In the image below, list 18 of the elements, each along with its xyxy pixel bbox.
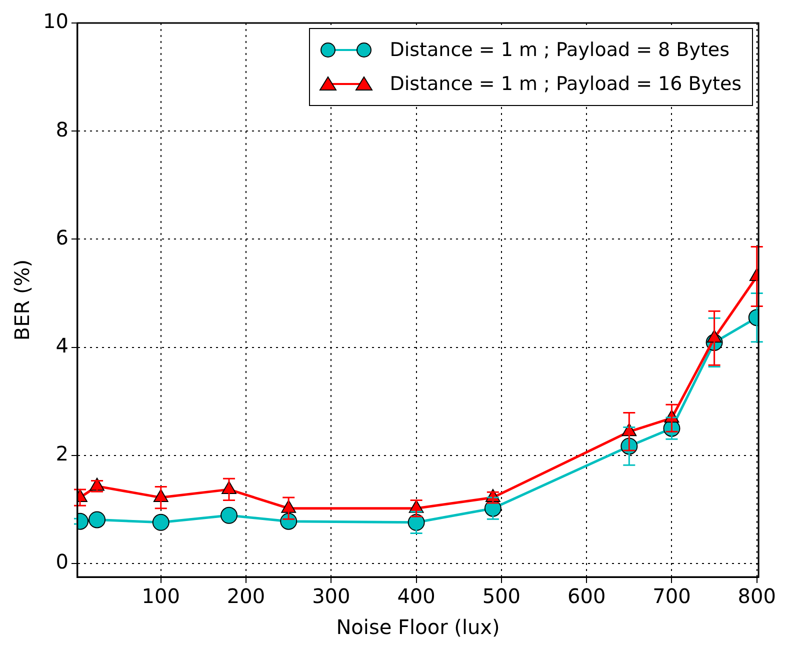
x-axis-title: Noise Floor (lux) xyxy=(336,615,500,640)
x-tick-label: 100 xyxy=(142,584,180,608)
y-axis-title: BER (%) xyxy=(10,259,34,341)
y-tick-label: 6 xyxy=(56,225,68,250)
legend-label: Distance = 1 m ; Payload = 8 Bytes xyxy=(390,39,730,61)
y-tick-label: 10 xyxy=(42,9,68,34)
x-tick-label: 400 xyxy=(397,584,436,608)
y-tick-label: 4 xyxy=(56,333,68,358)
x-tick-label: 200 xyxy=(226,584,266,608)
x-tick-label: 800 xyxy=(738,584,776,608)
y-tick-label: 2 xyxy=(56,442,68,466)
x-tick-label: 500 xyxy=(482,584,521,608)
x-tick-label: 600 xyxy=(567,584,606,608)
y-tick-label: 0 xyxy=(56,550,68,574)
x-tick-label: 700 xyxy=(652,584,691,608)
y-tick-label: 8 xyxy=(56,117,68,142)
x-tick-label: 300 xyxy=(312,584,350,608)
legend-label: Distance = 1 m ; Payload = 16 Bytes xyxy=(390,73,742,95)
